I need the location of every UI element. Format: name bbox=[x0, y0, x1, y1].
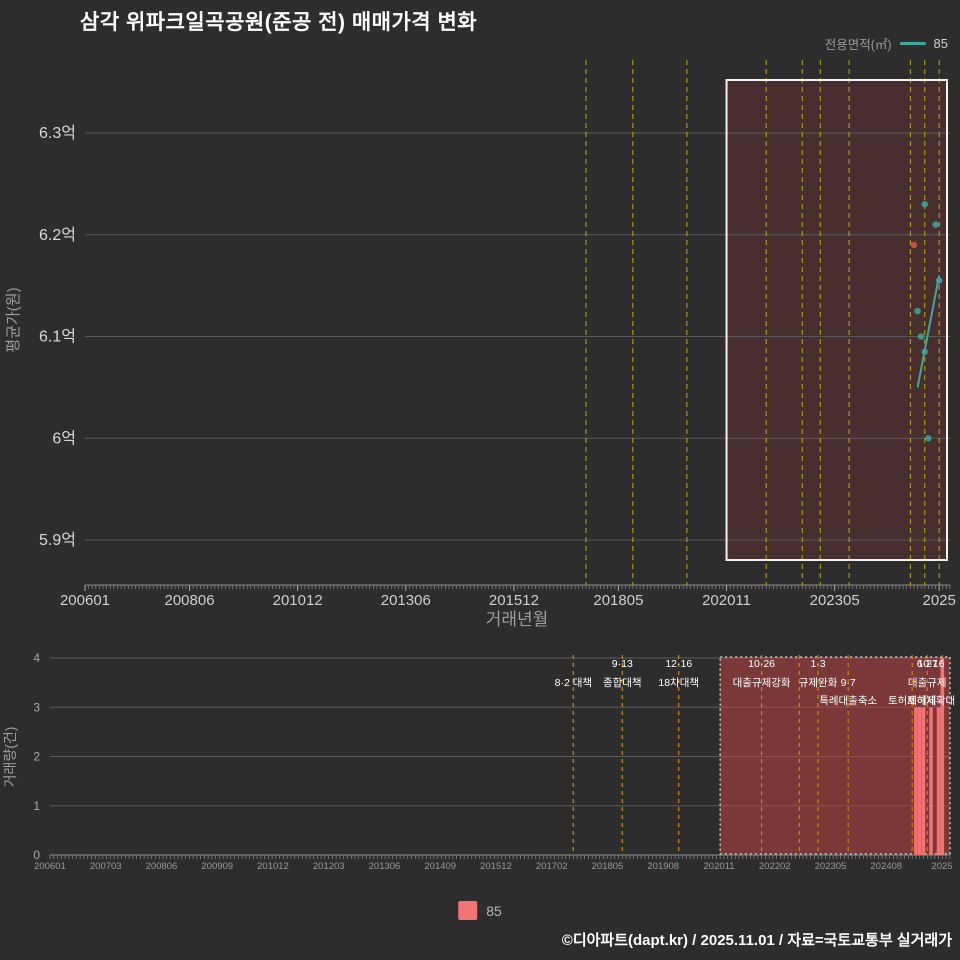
x-tick-label: 200806 bbox=[146, 861, 178, 872]
x-tick-label: 200909 bbox=[201, 861, 233, 872]
volume-bar bbox=[936, 707, 941, 855]
highlight-region-border bbox=[725, 79, 949, 561]
y-axis-title: 평균가(원) bbox=[5, 287, 22, 352]
volume-bar bbox=[940, 658, 945, 855]
volume-legend: 85 bbox=[458, 901, 502, 920]
legend-line-swatch bbox=[899, 42, 926, 45]
policy-annotation: 10·26 bbox=[748, 658, 775, 670]
x-tick-label: 201409 bbox=[424, 861, 456, 872]
y-tick-label: 6.1억 bbox=[39, 328, 76, 346]
scatter-point bbox=[917, 333, 925, 340]
area-legend: 전용면적(㎡) 85 bbox=[825, 34, 948, 53]
y-tick-label: 0 bbox=[33, 848, 40, 862]
scatter-point bbox=[932, 221, 939, 228]
y-tick-label: 6.2억 bbox=[39, 226, 76, 244]
x-tick-label: 201805 bbox=[593, 592, 643, 609]
scatter-point bbox=[914, 307, 921, 315]
policy-annotation: 규제완화 bbox=[799, 676, 838, 689]
policy-annotation: 특례대출축소 bbox=[819, 695, 877, 707]
policy-annotation: 종합대책 bbox=[603, 677, 642, 689]
policy-annotation: 토허제확대 bbox=[907, 694, 955, 707]
x-tick-label: 200601 bbox=[34, 861, 66, 872]
policy-annotation: 9·13 bbox=[612, 658, 633, 670]
y-tick-label: 5.9억 bbox=[39, 531, 76, 549]
policy-annotation: 9·7 bbox=[841, 677, 856, 689]
scatter-point-cancelled bbox=[910, 241, 918, 249]
x-tick-label: 200806 bbox=[164, 592, 214, 609]
policy-annotation: 18차대책 bbox=[658, 677, 699, 689]
page-title: 삼각 위파크일곡공원(준공 전) 매매가격 변화 bbox=[80, 11, 478, 34]
x-tick-label: 202011 bbox=[702, 592, 751, 609]
y-axis-title: 거래량(건) bbox=[2, 727, 18, 788]
scatter-point bbox=[935, 277, 943, 284]
x-tick-label: 201512 bbox=[480, 861, 512, 872]
y-tick-label: 4 bbox=[33, 651, 40, 665]
volume-legend-value: 85 bbox=[486, 902, 502, 919]
x-axis-title: 거래년월 bbox=[486, 610, 549, 629]
x-tick-label: 2025 bbox=[923, 592, 956, 609]
y-tick-label: 1 bbox=[33, 799, 40, 813]
policy-annotation: 12·16 bbox=[665, 658, 692, 670]
policy-annotation: 6·27 bbox=[917, 658, 938, 670]
volume-bar bbox=[929, 707, 933, 855]
x-tick-label: 202408 bbox=[870, 861, 902, 872]
volume-bar bbox=[921, 707, 926, 855]
scatter-point bbox=[921, 201, 928, 208]
x-tick-label: 201306 bbox=[381, 592, 431, 609]
x-tick-label: 202305 bbox=[815, 861, 847, 872]
area-legend-label: 전용면적(㎡) bbox=[824, 38, 892, 52]
x-tick-label: 200601 bbox=[60, 592, 110, 609]
y-tick-label: 6.3억 bbox=[39, 124, 76, 142]
x-tick-label: 200703 bbox=[90, 861, 122, 872]
scatter-point bbox=[921, 348, 928, 355]
x-tick-label: 201512 bbox=[489, 592, 539, 609]
policy-annotation: 10·16 bbox=[918, 658, 945, 670]
y-tick-label: 6억 bbox=[52, 429, 76, 447]
x-tick-label: 202202 bbox=[759, 861, 791, 872]
policy-annotation: 8·2 대책 bbox=[555, 677, 592, 689]
x-tick-label: 2025 bbox=[931, 861, 952, 872]
policy-annotation: 대출규제 bbox=[908, 677, 947, 689]
scatter-point bbox=[925, 435, 932, 442]
x-tick-label: 201306 bbox=[369, 861, 401, 872]
volume-bar bbox=[917, 707, 922, 855]
x-tick-label: 201012 bbox=[273, 592, 323, 609]
volume-bar bbox=[914, 707, 918, 855]
legend-swatch-85 bbox=[458, 901, 478, 920]
x-tick-label: 201805 bbox=[592, 861, 624, 872]
x-tick-label: 202305 bbox=[810, 592, 860, 609]
x-tick-label: 201908 bbox=[647, 861, 679, 872]
policy-annotation: 대출규제강화 bbox=[733, 677, 791, 689]
trend-line-85 bbox=[916, 275, 941, 388]
y-tick-label: 3 bbox=[33, 700, 40, 714]
x-tick-label: 201203 bbox=[313, 861, 345, 872]
y-tick-label: 2 bbox=[33, 750, 40, 764]
copyright-source-text: ©디아파트(dapt.kr) / 2025.11.01 / 자료=국토교통부 실… bbox=[561, 932, 952, 949]
x-tick-label: 201012 bbox=[257, 861, 289, 872]
area-legend-value: 85 bbox=[933, 36, 948, 51]
x-tick-label: 202011 bbox=[704, 861, 735, 872]
x-tick-label: 201702 bbox=[536, 861, 568, 872]
highlight-region-fill bbox=[726, 80, 947, 560]
policy-annotation: 1·3 bbox=[810, 658, 825, 670]
policy-annotation: 토허제해제 bbox=[888, 694, 936, 707]
